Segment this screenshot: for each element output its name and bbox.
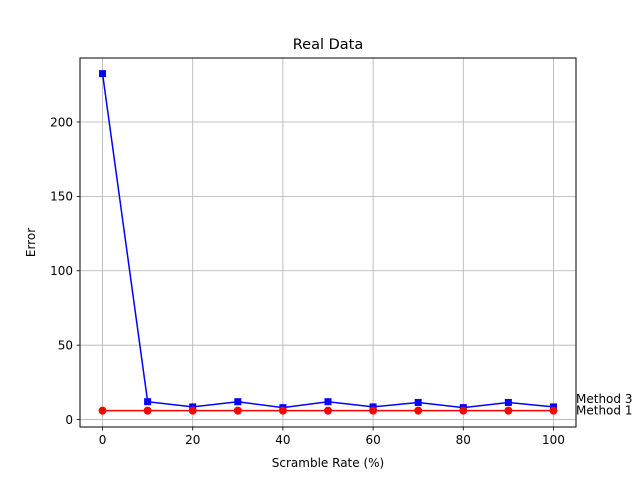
y-axis-label: Error — [24, 228, 38, 257]
plot-series — [98, 70, 558, 415]
y-tick-label: 200 — [50, 115, 73, 129]
chart-title: Real Data — [293, 37, 364, 53]
series-label: Method 1 — [576, 404, 632, 418]
data-point — [143, 406, 152, 415]
data-point — [504, 406, 513, 415]
x-tick-label: 0 — [99, 433, 107, 447]
data-point — [459, 406, 468, 415]
x-tick-label: 100 — [542, 433, 565, 447]
data-point — [324, 406, 332, 415]
y-tick-label: 100 — [50, 264, 73, 278]
plot-frame — [79, 57, 577, 428]
data-point — [278, 406, 287, 415]
series-line — [101, 73, 554, 409]
data-point — [414, 398, 422, 406]
series-label: Method 3 — [576, 392, 632, 406]
x-axis-label: Scramble Rate (%) — [272, 456, 384, 470]
y-tick-label: 0 — [65, 413, 73, 427]
data-point — [414, 406, 423, 415]
data-point — [234, 398, 242, 406]
data-point — [99, 70, 107, 78]
x-tick-label: 40 — [275, 433, 290, 447]
series-method-3 — [99, 70, 557, 412]
x-tick-label: 80 — [456, 433, 471, 447]
series-method-1 — [98, 406, 558, 415]
data-point — [144, 398, 152, 406]
data-point — [233, 406, 242, 415]
data-point — [549, 406, 558, 415]
grid — [80, 58, 576, 427]
x-tick-label: 20 — [185, 433, 200, 447]
data-point — [188, 406, 197, 415]
x-tick-label: 60 — [365, 433, 380, 447]
y-tick-label: 50 — [58, 338, 73, 352]
data-point — [504, 398, 512, 406]
data-point — [324, 398, 332, 406]
data-point — [98, 406, 107, 415]
y-tick-label: 150 — [50, 190, 73, 204]
data-point — [369, 406, 378, 415]
axis-ticks: 0 20 40 60 80 100 0 50 100 150 200 — [50, 115, 565, 447]
